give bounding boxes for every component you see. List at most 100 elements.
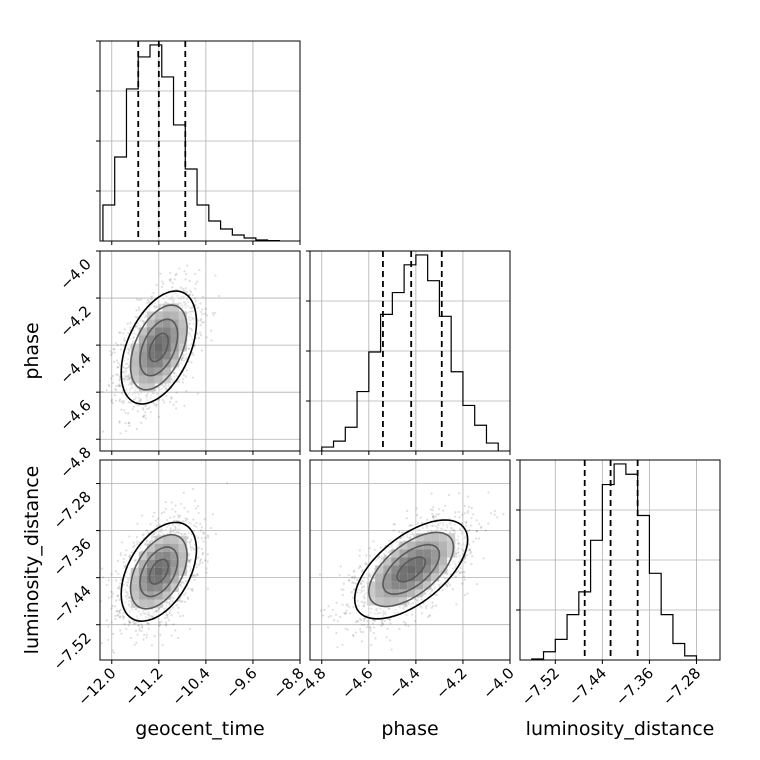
scatter-point	[158, 524, 161, 527]
scatter-point	[187, 305, 190, 308]
scatter-point	[107, 383, 110, 386]
scatter-point	[147, 627, 150, 630]
scatter-point	[124, 430, 128, 433]
scatter-point	[191, 351, 194, 355]
density-cell	[138, 591, 147, 600]
scatter-point	[161, 280, 164, 283]
scatter-point	[345, 609, 348, 612]
scatter-point	[174, 510, 177, 513]
scatter-point	[184, 357, 187, 360]
scatter-point	[178, 267, 181, 270]
scatter-point	[136, 298, 139, 301]
scatter-point	[183, 270, 186, 273]
scatter-point	[197, 563, 200, 567]
scatter-point	[121, 371, 125, 374]
scatter-point	[137, 623, 140, 627]
scatter-point	[190, 588, 193, 591]
scatter-point	[126, 593, 130, 596]
scatter-point	[133, 559, 136, 562]
scatter-point	[149, 540, 153, 543]
scatter-point	[158, 398, 161, 401]
scatter-point	[358, 554, 361, 557]
density-cell	[146, 319, 155, 328]
scatter-point	[175, 272, 178, 275]
scatter-point	[169, 516, 172, 519]
scatter-point	[172, 530, 175, 533]
scatter-point	[141, 534, 144, 537]
scatter-point	[119, 615, 122, 618]
scatter-point	[153, 511, 156, 514]
scatter-point	[187, 559, 190, 562]
scatter-point	[176, 528, 180, 531]
scatter-point	[201, 561, 204, 564]
scatter-point	[134, 608, 137, 611]
density-cell	[146, 335, 155, 344]
scatter-point	[176, 294, 179, 297]
scatter-point	[193, 548, 196, 551]
density-cell	[130, 575, 139, 584]
scatter-point	[186, 510, 190, 513]
density-cell	[170, 303, 179, 312]
scatter-point	[200, 318, 203, 321]
scatter-point	[150, 615, 154, 618]
scatter-point	[171, 523, 175, 527]
scatter-point	[446, 585, 449, 588]
scatter-point	[162, 282, 165, 286]
scatter-point	[441, 589, 444, 592]
scatter-point	[128, 621, 131, 624]
density-cell	[178, 335, 187, 344]
scatter-point	[463, 593, 467, 597]
scatter-point	[225, 482, 229, 485]
scatter-point	[197, 546, 200, 549]
scatter-point	[454, 511, 457, 514]
scatter-point	[200, 537, 203, 540]
scatter-point	[113, 360, 116, 363]
scatter-point	[118, 587, 121, 590]
scatter-point	[138, 298, 141, 302]
scatter-point	[199, 310, 202, 314]
scatter-point	[110, 621, 113, 624]
scatter-point	[185, 356, 189, 359]
scatter-point	[466, 510, 470, 513]
scatter-point	[192, 524, 196, 527]
density-cell	[154, 351, 163, 360]
scatter-point	[192, 322, 195, 326]
scatter-point	[128, 377, 131, 380]
density-cell	[146, 583, 155, 592]
scatter-point	[128, 619, 131, 622]
density-cell	[130, 367, 139, 376]
scatter-point	[180, 358, 183, 361]
scatter-point	[214, 274, 217, 277]
scatter-point	[113, 387, 117, 391]
scatter-point	[373, 626, 376, 629]
scatter-point	[124, 372, 127, 375]
scatter-point	[122, 615, 126, 619]
scatter-point	[173, 515, 176, 518]
scatter-point	[135, 535, 138, 539]
scatter-point	[142, 638, 145, 641]
scatter-point	[165, 388, 168, 391]
scatter-point	[126, 580, 130, 583]
scatter-point	[189, 545, 192, 549]
scatter-point	[419, 516, 422, 519]
scatter-point	[117, 361, 120, 365]
scatter-point	[188, 569, 191, 573]
scatter-point	[128, 377, 131, 380]
scatter-point	[126, 592, 129, 595]
scatter-point	[124, 564, 127, 567]
scatter-point	[339, 565, 342, 568]
scatter-point	[115, 385, 118, 388]
scatter-point	[172, 403, 175, 406]
scatter-point	[189, 565, 192, 568]
scatter-point	[132, 405, 136, 408]
density-cell	[162, 351, 171, 360]
contour-0	[148, 332, 169, 363]
scatter-point	[123, 337, 126, 340]
scatter-point	[182, 297, 185, 300]
scatter-point	[174, 504, 177, 507]
scatter-point	[172, 298, 175, 301]
scatter-point	[194, 272, 197, 275]
scatter-point	[180, 295, 183, 298]
scatter-point	[138, 308, 141, 311]
scatter-point	[156, 533, 160, 537]
